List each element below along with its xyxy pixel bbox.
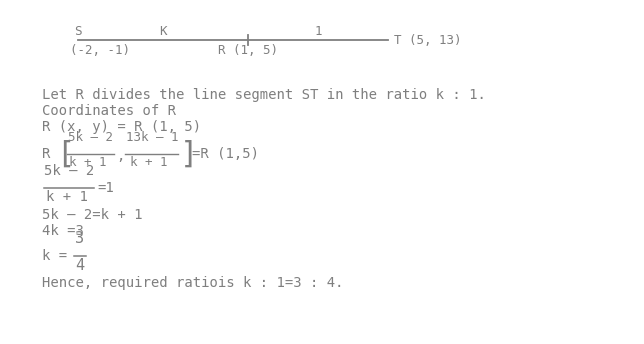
Text: =R (1,5): =R (1,5)	[192, 147, 259, 161]
Text: (-2, -1): (-2, -1)	[70, 44, 130, 57]
Text: S: S	[74, 25, 82, 38]
Text: 5k – 2: 5k – 2	[68, 131, 113, 144]
Text: Coordinates of R: Coordinates of R	[42, 104, 176, 118]
Text: T (5, 13): T (5, 13)	[394, 33, 462, 46]
Text: 13k – 1: 13k – 1	[126, 131, 178, 144]
Text: R: R	[42, 147, 50, 161]
Text: 4k =3: 4k =3	[42, 224, 84, 238]
Text: 5k – 2=k + 1: 5k – 2=k + 1	[42, 208, 142, 222]
Text: 5k – 2: 5k – 2	[44, 164, 94, 178]
Text: R (1, 5): R (1, 5)	[218, 44, 278, 57]
Text: =1: =1	[97, 181, 114, 195]
Text: ]: ]	[180, 140, 198, 169]
Text: 3: 3	[75, 231, 84, 246]
Text: 1: 1	[314, 25, 322, 38]
Text: K: K	[159, 25, 167, 38]
Text: k + 1: k + 1	[130, 156, 167, 169]
Text: k + 1: k + 1	[69, 156, 106, 169]
Text: Let R divides the line segment ST in the ratio k : 1.: Let R divides the line segment ST in the…	[42, 88, 486, 102]
Text: 4: 4	[75, 258, 84, 273]
Text: ,: ,	[116, 149, 124, 163]
Text: k =: k =	[42, 249, 67, 263]
Text: k + 1: k + 1	[46, 190, 88, 204]
Text: [: [	[56, 140, 74, 169]
Text: Hence, required ratiois k : 1=3 : 4.: Hence, required ratiois k : 1=3 : 4.	[42, 276, 343, 290]
Text: R (x, y) = R (1, 5): R (x, y) = R (1, 5)	[42, 120, 201, 134]
